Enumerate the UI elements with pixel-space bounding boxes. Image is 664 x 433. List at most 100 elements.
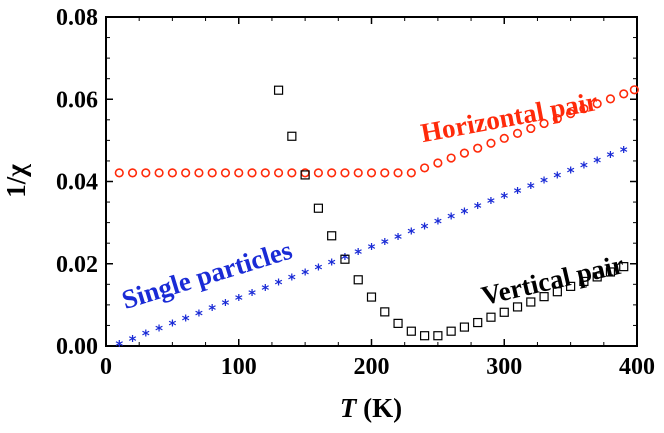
- single-particles-point: *: [553, 169, 561, 187]
- horizontal-pair-point: [141, 168, 151, 178]
- vertical-pair-point: [579, 276, 589, 287]
- single-particles-point: *: [368, 240, 376, 258]
- single-particles-point: *: [354, 245, 362, 263]
- vertical-pair-point: [273, 85, 284, 95]
- horizontal-pair-point: [366, 168, 377, 178]
- horizontal-pair-point: [300, 168, 310, 178]
- y-tick-label: 0.08: [56, 5, 98, 31]
- single-particles-point: *: [447, 209, 455, 227]
- vertical-pair-label: Vertical pair: [479, 249, 627, 311]
- single-particles-point: *: [341, 250, 349, 268]
- vertical-pair-point: [499, 307, 509, 317]
- single-particles-point: *: [593, 154, 601, 172]
- single-particles-point: *: [182, 311, 190, 329]
- horizontal-pair-point: [459, 148, 470, 158]
- horizontal-pair-point: [592, 99, 602, 109]
- horizontal-pair-point: [353, 168, 363, 178]
- single-particles-point: *: [248, 286, 256, 304]
- vertical-pair-point: [605, 267, 616, 277]
- single-particles-point: *: [487, 194, 495, 212]
- horizontal-pair-point: [260, 168, 270, 178]
- x-tick-label: 100: [221, 354, 257, 380]
- horizontal-pair-point: [234, 168, 244, 178]
- y-tick-label: 0.04: [56, 170, 98, 196]
- x-tick-label: 300: [486, 354, 522, 380]
- horizontal-pair-point: [486, 138, 496, 148]
- single-particles-point: *: [607, 148, 615, 166]
- horizontal-pair-point: [287, 168, 297, 178]
- horizontal-pair-point: [473, 143, 483, 153]
- vertical-pair-point: [433, 331, 443, 341]
- single-particles-point: *: [514, 184, 522, 202]
- x-tick-label: 200: [354, 354, 390, 380]
- vertical-pair-point: [619, 262, 629, 272]
- single-particles-point: *: [460, 205, 468, 223]
- single-particles-label: Single particles: [118, 235, 295, 315]
- single-particles-point: *: [142, 327, 150, 345]
- single-particles-point: *: [314, 260, 322, 278]
- single-particles-point: *: [208, 301, 216, 319]
- single-particles-point: *: [580, 158, 588, 176]
- axis-ticks: 0 100 200 300 400 0.00 0.02 0.04 0.06 0.08: [56, 5, 655, 380]
- single-particles-point: *: [500, 189, 508, 207]
- x-tick-label: 400: [619, 354, 655, 380]
- horizontal-pair-point: [207, 168, 217, 178]
- horizontal-pair-label: Horizontal pair: [418, 86, 600, 148]
- single-particles-point: *: [275, 276, 283, 294]
- horizontal-pair-point: [552, 113, 562, 124]
- single-particles-point: *: [474, 199, 482, 217]
- vertical-pair-point: [366, 292, 377, 302]
- vertical-pair-point: [552, 287, 562, 297]
- single-particles-point: *: [301, 265, 309, 283]
- single-particles-point: *: [540, 174, 548, 192]
- single-particles-point: *: [115, 337, 123, 355]
- vertical-pair-point: [313, 203, 323, 213]
- horizontal-pair-point: [167, 168, 177, 178]
- horizontal-pair-point: [539, 118, 549, 129]
- single-particles-point: *: [567, 163, 575, 181]
- vertical-pair-point: [592, 272, 602, 282]
- single-particles-point: *: [407, 225, 415, 243]
- horizontal-pair-point: [327, 168, 337, 178]
- horizontal-pair-point: [181, 168, 191, 178]
- single-particles-point: *: [129, 332, 137, 350]
- vertical-pair-point: [486, 312, 496, 322]
- y-axis-label: 1/χ: [1, 164, 31, 198]
- horizontal-pair-point: [605, 94, 616, 104]
- horizontal-pair-point: [566, 109, 576, 119]
- single-particles-point: *: [155, 322, 163, 340]
- y-tick-label: 0.00: [56, 334, 98, 360]
- vertical-pair-point: [566, 281, 576, 291]
- vertical-pair-point: [512, 302, 523, 312]
- single-particles-point: *: [394, 230, 402, 248]
- horizontal-pair-point: [393, 168, 403, 178]
- vertical-pair-point: [459, 322, 470, 332]
- vertical-pair-point: [393, 318, 403, 328]
- horizontal-pair-point: [512, 128, 523, 138]
- horizontal-pair-point: [433, 158, 443, 168]
- horizontal-pair-point: [446, 153, 456, 163]
- single-particles-point: *: [195, 307, 203, 325]
- x-axis-label: T (K): [340, 393, 402, 423]
- horizontal-pair-point: [127, 168, 138, 178]
- x-tick-label: 0: [100, 354, 112, 380]
- horizontal-pair-point: [629, 85, 639, 95]
- vertical-pair-point: [287, 131, 297, 141]
- horizontal-pair-point: [273, 168, 284, 178]
- vertical-pair-point: [327, 231, 337, 241]
- single-particles-point: *: [168, 316, 176, 334]
- single-particles-point: *: [434, 214, 442, 232]
- single-particles-point: *: [620, 143, 628, 161]
- horizontal-pair-point: [247, 168, 257, 178]
- vertical-pair-point: [446, 326, 456, 336]
- vertical-pair-point: [300, 170, 310, 180]
- horizontal-pair-point: [340, 168, 350, 178]
- vertical-pair-point: [526, 297, 536, 307]
- horizontal-pair-point: [194, 168, 204, 178]
- horizontal-pair-point: [406, 168, 416, 178]
- y-tick-label: 0.02: [56, 252, 98, 278]
- horizontal-pair-point: [220, 168, 231, 178]
- single-particles-point: *: [235, 291, 243, 309]
- vertical-pair-point: [406, 326, 416, 336]
